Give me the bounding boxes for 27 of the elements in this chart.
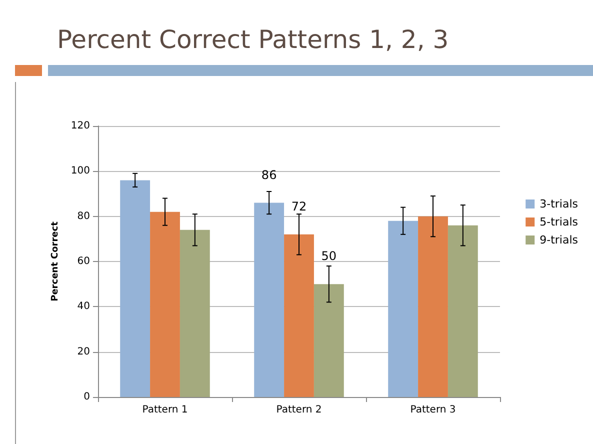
chart-title: Percent Correct Patterns 1, 2, 3: [57, 25, 449, 54]
y-tick-label: 60: [77, 256, 90, 267]
bar: [150, 212, 180, 397]
y-tick-label: 80: [77, 210, 90, 222]
bar: [388, 220, 418, 397]
x-tick-label: Pattern 2: [276, 404, 322, 416]
bar: [448, 225, 478, 397]
bar: [314, 284, 344, 397]
data-label: 86: [261, 168, 277, 182]
y-tick-label: 120: [70, 120, 90, 132]
bar: [284, 234, 314, 397]
x-tick-label: Pattern 3: [410, 404, 456, 416]
y-tick-label: 0: [84, 392, 90, 402]
data-label: 50: [321, 249, 337, 264]
y-tick-label: 40: [77, 301, 90, 312]
x-tick-label: Pattern 1: [142, 404, 188, 416]
legend-label: 9-trials: [540, 234, 578, 246]
y-tick-label: 100: [70, 166, 90, 177]
y-axis-title: Percent Correct: [50, 220, 61, 302]
data-label: 72: [291, 199, 307, 214]
bar: [180, 230, 210, 397]
bar: [418, 216, 448, 397]
legend-label: 3-trials: [540, 198, 578, 210]
bar: [120, 180, 150, 397]
legend-label: 5-trials: [540, 216, 578, 228]
bar: [254, 202, 284, 397]
y-tick-label: 20: [77, 346, 90, 358]
